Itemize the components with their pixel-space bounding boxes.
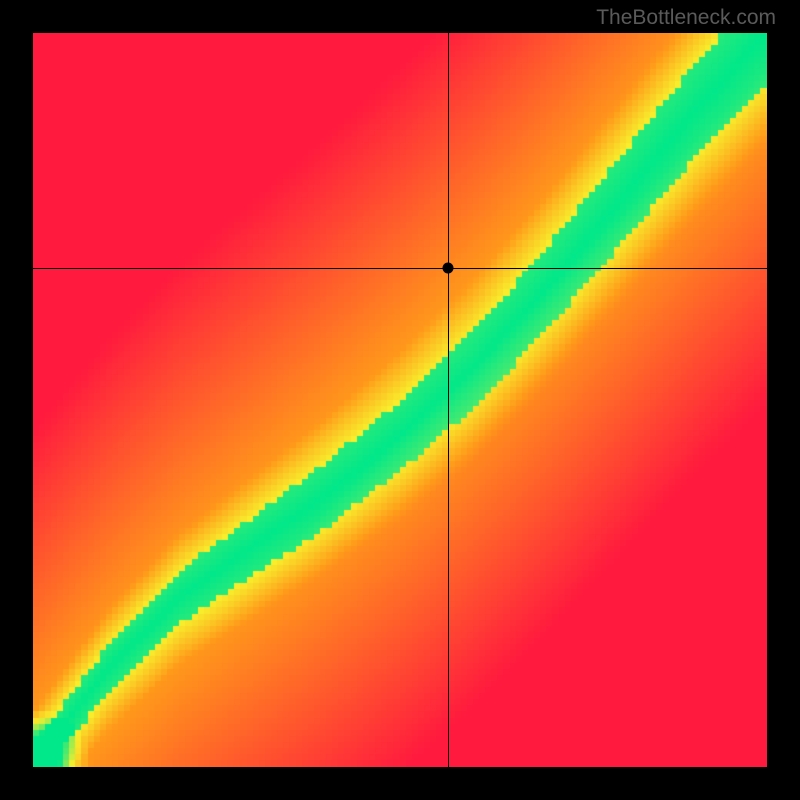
watermark-text: TheBottleneck.com: [596, 6, 776, 30]
heatmap-canvas: [33, 33, 767, 767]
crosshair-vertical: [448, 33, 449, 767]
crosshair-horizontal: [33, 268, 767, 269]
crosshair-marker: [442, 262, 453, 273]
heatmap-plot: [33, 33, 767, 767]
